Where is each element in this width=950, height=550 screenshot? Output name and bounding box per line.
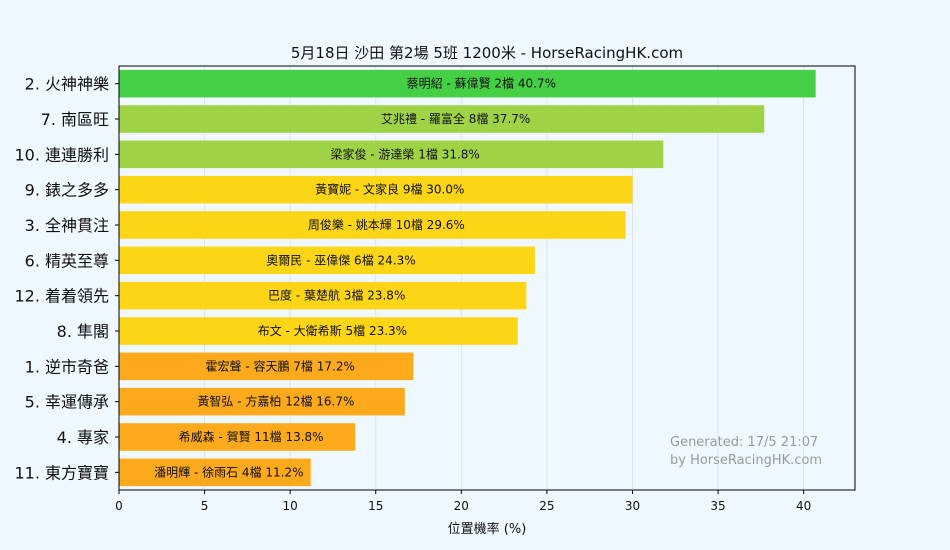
x-tick-label: 40 — [796, 499, 811, 513]
x-tick-label: 35 — [710, 499, 725, 513]
watermark-line-1: Generated: 17/5 21:07 — [670, 435, 818, 450]
bar — [119, 105, 765, 133]
bar — [119, 246, 535, 275]
x-tick-label: 20 — [454, 499, 469, 513]
y-tick-label: 8. 隼閣 — [57, 322, 109, 341]
bar — [119, 140, 664, 169]
x-tick-label: 5 — [201, 499, 209, 513]
y-tick-label: 10. 連連勝利 — [14, 145, 109, 164]
x-tick-label: 10 — [283, 499, 298, 513]
bar — [119, 352, 414, 381]
y-tick-label: 9. 錶之多多 — [25, 181, 109, 200]
bar — [119, 387, 405, 416]
bar — [119, 211, 626, 239]
bar-label: 梁家俊 - 游達榮 1檔 31.8% — [330, 146, 479, 161]
x-tick-label: 0 — [115, 499, 123, 513]
x-axis-label: 位置機率 (%) — [448, 521, 527, 537]
bar-label: 巴度 - 葉楚航 3檔 23.8% — [268, 288, 405, 303]
bar-label: 潘明輝 - 徐雨石 4檔 11.2% — [154, 464, 303, 479]
y-tick-label: 4. 專家 — [57, 428, 109, 447]
bar-label: 黃智弘 - 方嘉柏 12檔 16.7% — [197, 394, 354, 409]
bar-label: 希威森 - 賀賢 11檔 13.8% — [179, 429, 324, 444]
y-tick-label: 11. 東方寶寶 — [14, 463, 109, 482]
bar-label: 艾兆禮 - 羅富全 8檔 37.7% — [381, 111, 530, 126]
plot-frame — [118, 65, 856, 491]
bar — [119, 317, 518, 345]
y-tick-label: 6. 精英至尊 — [25, 251, 109, 270]
bar — [119, 423, 356, 451]
bar-label: 蔡明紹 - 蘇偉賢 2檔 40.7% — [407, 77, 556, 91]
bar-label: 黃寶妮 - 文家良 9檔 30.0% — [315, 182, 464, 197]
bar-label: 奧爾民 - 巫偉傑 6檔 24.3% — [266, 253, 415, 267]
plot-background — [119, 66, 855, 490]
bar — [119, 69, 816, 98]
bar — [119, 458, 311, 487]
x-tick-label: 25 — [539, 499, 554, 513]
y-tick-label: 1. 逆市奇爸 — [25, 357, 109, 376]
y-tick-label: 7. 南區旺 — [41, 110, 109, 129]
y-tick-label: 3. 全神貫注 — [25, 216, 109, 235]
bar — [119, 281, 527, 310]
bar-label: 周俊樂 - 姚本輝 10檔 29.6% — [308, 217, 465, 232]
x-tick-label: 30 — [625, 499, 640, 513]
x-tick-label: 15 — [368, 499, 383, 513]
bar-label: 霍宏聲 - 容天鵬 7檔 17.2% — [206, 358, 355, 373]
bar — [119, 175, 633, 204]
y-tick-label: 5. 幸運傳承 — [25, 393, 109, 412]
watermark-line-2: by HorseRacingHK.com — [670, 453, 822, 468]
bar-label: 布文 - 大衛希斯 5檔 23.3% — [258, 323, 407, 338]
y-tick-label: 12. 着着領先 — [14, 287, 109, 306]
y-tick-label: 2. 火神神樂 — [25, 75, 109, 94]
chart-title: 5月18日 沙田 第2場 5班 1200米 - HorseRacingHK.co… — [291, 44, 683, 62]
